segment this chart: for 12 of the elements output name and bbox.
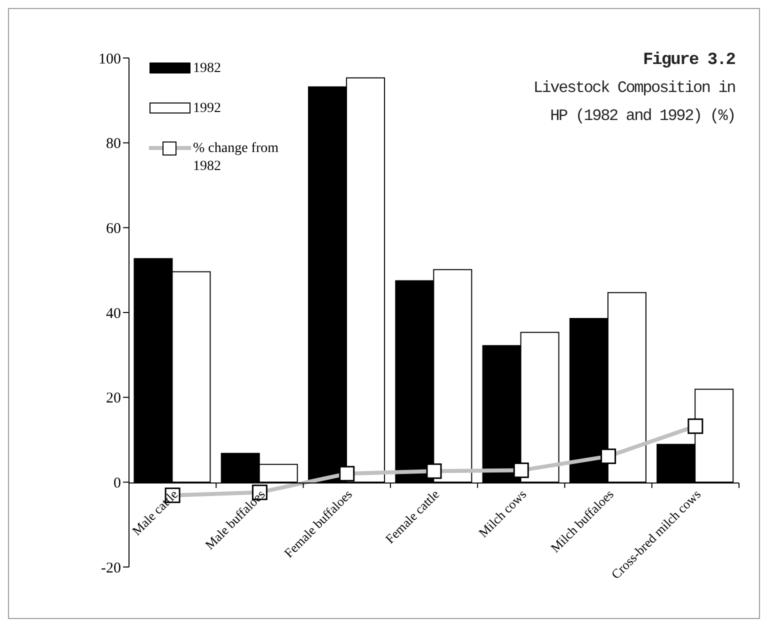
y-tick-label: 80 (106, 136, 121, 152)
legend-label: 1982 (193, 60, 222, 78)
legend-label: % change from 1982 (193, 140, 280, 176)
y-tick-label: 0 (114, 475, 121, 492)
y-tick-label: 20 (106, 390, 121, 407)
text: Livestock Composition in HP (1982 and 1992) (%) (532, 78, 735, 127)
y-tick-label: 40 (106, 306, 121, 322)
legend-label: 1992 (193, 100, 222, 118)
chart-title: Figure 3.2 (642, 51, 735, 70)
y-tick-label: 100 (98, 51, 121, 68)
y-tick-label: 60 (106, 220, 121, 237)
y-tick-label: -20 (101, 560, 121, 576)
